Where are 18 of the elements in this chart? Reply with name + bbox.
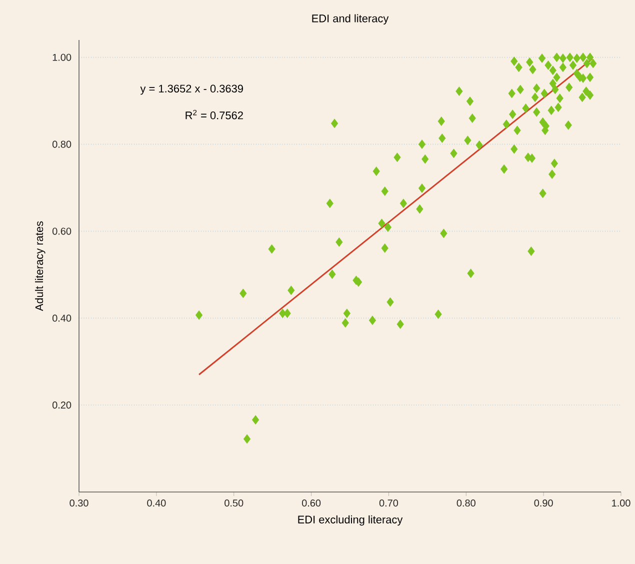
y-tick-label: 0.60 (52, 228, 72, 235)
x-tick-label: 0.40 (147, 500, 166, 507)
x-tick-label: 0.80 (456, 500, 476, 507)
y-tick-label: 0.80 (52, 140, 72, 148)
x-tick-label: 0.90 (534, 500, 553, 507)
annotation: y = 1.3652 x - 0.3639 (140, 84, 243, 95)
annotation: R$^{2}$ = 0.7562 (186, 110, 243, 120)
y-tick-label: 0.20 (52, 402, 72, 409)
y-tick-label: 1.00 (52, 54, 72, 61)
x-tick-label: 0.50 (224, 500, 244, 507)
x-axis-title: EDI excluding literacy (298, 515, 403, 526)
x-tick-label: 0.60 (302, 500, 321, 507)
x-tick-label: 0.30 (70, 500, 88, 507)
x-tick-label: 0.70 (379, 500, 398, 507)
x-tick-label: 1.00 (612, 500, 630, 507)
y-tick-label: 0.40 (52, 314, 72, 322)
chart-title: EDI and literacy (312, 14, 389, 24)
y-axis-title: Adult literacy rates (35, 221, 46, 312)
